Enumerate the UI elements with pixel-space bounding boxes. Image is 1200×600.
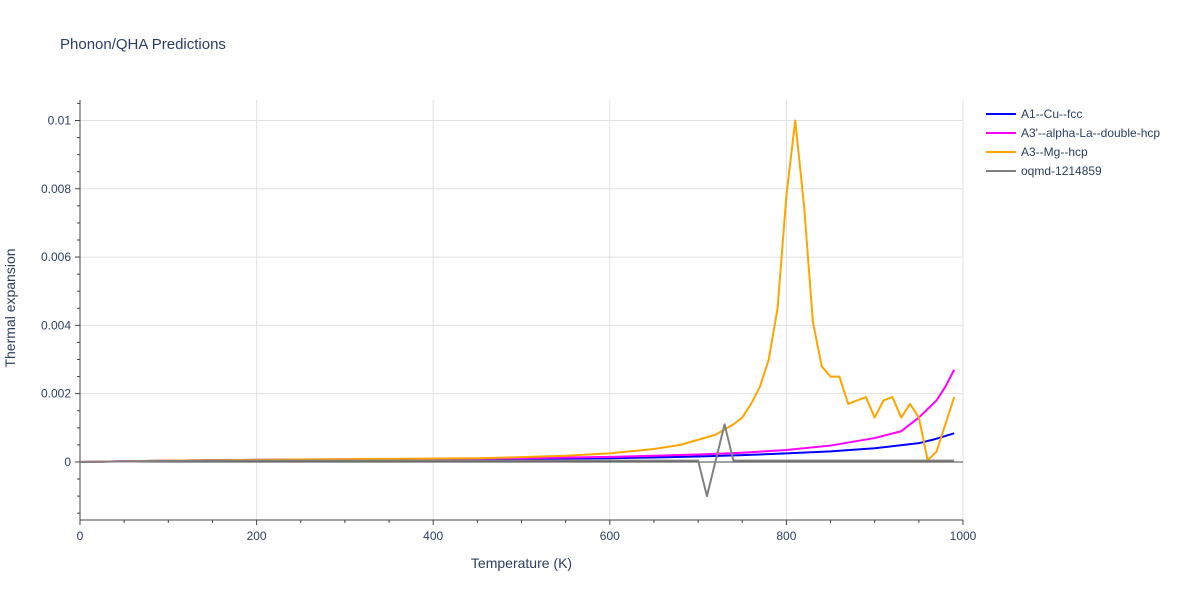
tick-label-layer: 0 200 400 600 800 1000 0 0.002 0.004 0.006 0.008 0.… bbox=[41, 113, 977, 543]
series-line-a3-mg-hcp[interactable] bbox=[79, 119, 956, 463]
series-layer bbox=[79, 119, 956, 498]
legend-item[interactable]: oqmd-1214859 bbox=[986, 164, 1102, 178]
y-tick-label: 0.002 bbox=[41, 387, 71, 401]
x-tick-label: 1000 bbox=[950, 529, 977, 543]
chart-title: Phonon/QHA Predictions bbox=[60, 36, 226, 53]
series-line-oqmd-1214859[interactable] bbox=[79, 423, 955, 498]
y-tick-label: 0.01 bbox=[48, 113, 72, 127]
y-tick-label: 0.006 bbox=[41, 250, 71, 264]
y-axis-title: Thermal expansion bbox=[2, 248, 18, 367]
y-tick-label: 0 bbox=[64, 455, 71, 469]
x-axis-title: Temperature (K) bbox=[471, 555, 572, 571]
legend-label: A1--Cu--fcc bbox=[1021, 107, 1082, 121]
x-tick-label: 200 bbox=[247, 529, 267, 543]
x-tick-label: 400 bbox=[423, 529, 443, 543]
legend-label: A3--Mg--hcp bbox=[1021, 145, 1088, 159]
legend[interactable]: A1--Cu--fcc A3'--alpha-La--double-hcp A3--… bbox=[986, 107, 1160, 178]
legend-item[interactable]: A3'--alpha-La--double-hcp bbox=[986, 126, 1160, 140]
x-tick-label: 600 bbox=[600, 529, 620, 543]
axis-layer bbox=[75, 100, 964, 525]
x-tick-label: 0 bbox=[77, 529, 84, 543]
y-tick-label: 0.004 bbox=[41, 318, 71, 332]
legend-item[interactable]: A3--Mg--hcp bbox=[986, 145, 1088, 159]
x-tick-label: 800 bbox=[776, 529, 796, 543]
legend-item[interactable]: A1--Cu--fcc bbox=[986, 107, 1082, 121]
series-line-a3-alpha-la-double-hcp[interactable] bbox=[79, 369, 956, 463]
legend-label: oqmd-1214859 bbox=[1021, 164, 1102, 178]
legend-label: A3'--alpha-La--double-hcp bbox=[1021, 126, 1160, 140]
y-tick-label: 0.008 bbox=[41, 182, 71, 196]
